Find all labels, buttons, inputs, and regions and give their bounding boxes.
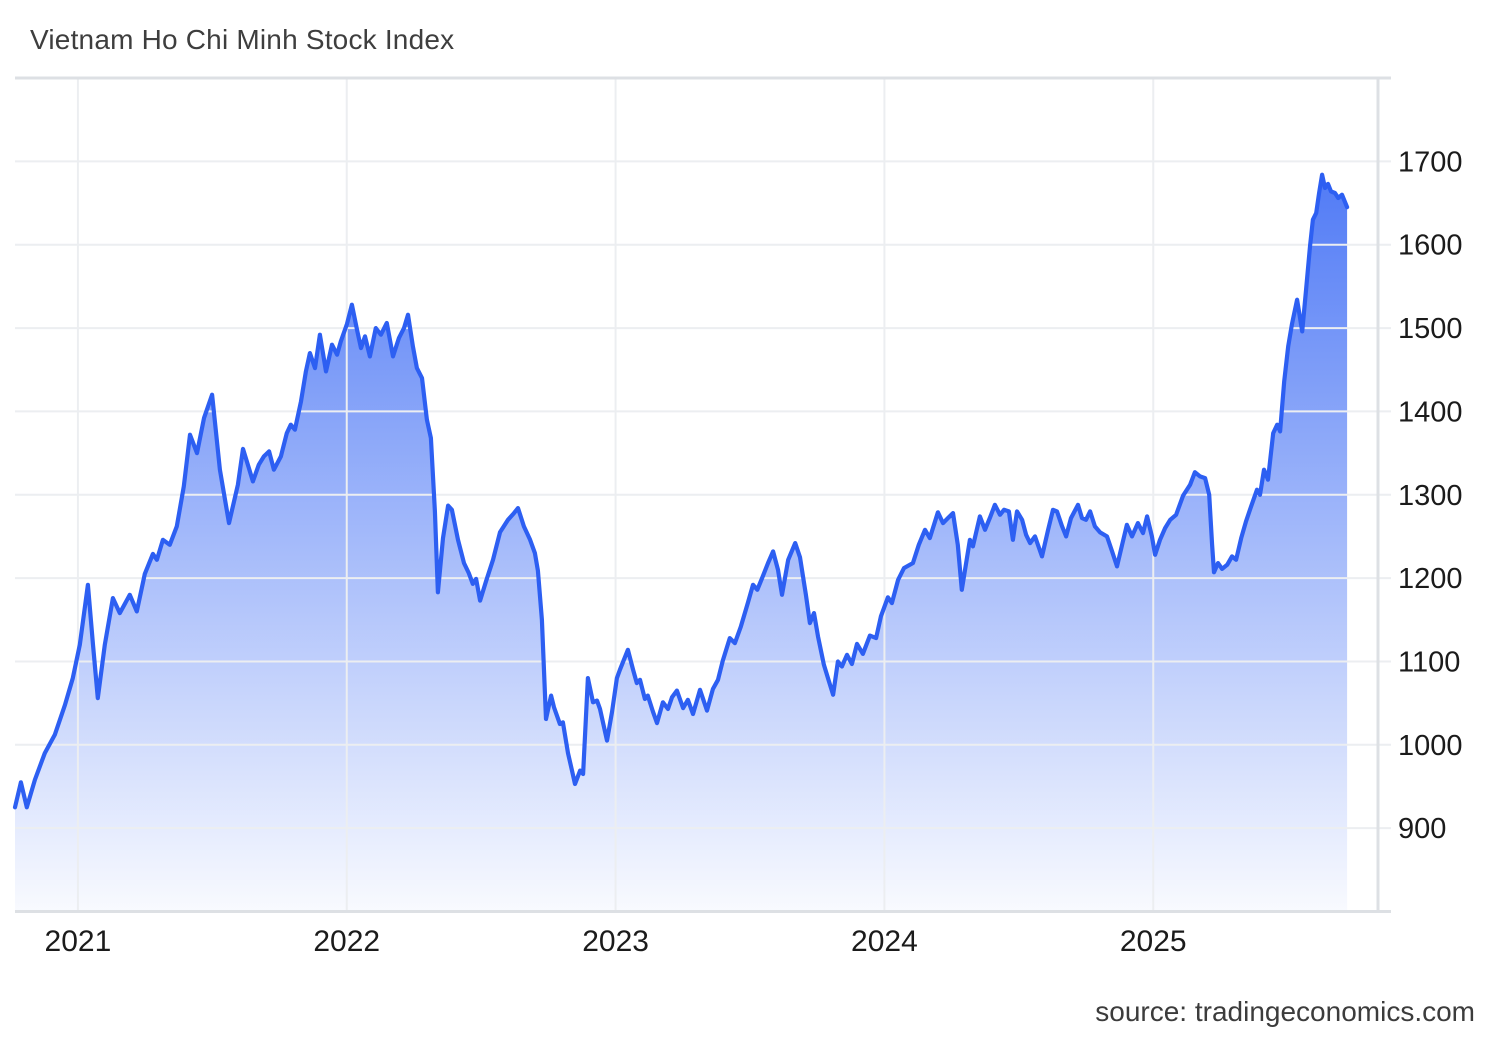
y-axis-label-1500: 1500	[1398, 313, 1463, 345]
y-axis-label-1700: 1700	[1398, 146, 1463, 178]
x-axis-label-2022: 2022	[313, 925, 380, 958]
page-title: Vietnam Ho Chi Minh Stock Index	[30, 24, 455, 55]
y-axis-label-1100: 1100	[1398, 646, 1460, 678]
area-fill	[15, 174, 1348, 912]
price-line	[12, 172, 1350, 810]
x-axis-label-2023: 2023	[582, 925, 649, 958]
y-axis-label-1400: 1400	[1398, 396, 1463, 428]
source-attribution: source: tradingeconomics.com	[1095, 996, 1475, 1027]
y-axis-label-1300: 1300	[1398, 480, 1463, 512]
x-axis-label-2021: 2021	[45, 925, 112, 958]
y-axis-label-1000: 1000	[1398, 730, 1463, 762]
x-axis-label-2025: 2025	[1120, 925, 1187, 958]
y-axis-label-900: 900	[1398, 813, 1446, 845]
x-axis-label-2024: 2024	[851, 925, 918, 958]
y-axis-label-1200: 1200	[1398, 563, 1463, 595]
y-axis-label-1600: 1600	[1398, 230, 1463, 262]
